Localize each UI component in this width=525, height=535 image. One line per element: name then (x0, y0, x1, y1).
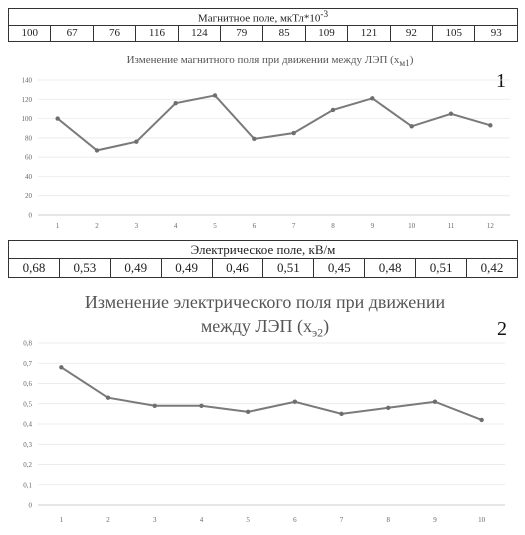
magnetic-data-point (488, 123, 493, 128)
electric-data-point (59, 365, 64, 370)
electric-data-point (245, 409, 251, 415)
electric-chart-title-line1: Изменение электрического поля при движен… (84, 292, 446, 312)
electric-x-tick-label: 1 (60, 516, 64, 524)
electric-chart-title-line2-text: между ЛЭП (x (200, 316, 312, 336)
electric-data-point (152, 403, 157, 408)
magnetic-chart-title: Изменение магнитного поля при движении м… (60, 54, 480, 68)
magnetic-table-cell: 121 (347, 24, 391, 42)
electric-x-tick-label: 2 (106, 516, 110, 524)
electric-table-cell: 0,46 (211, 258, 264, 278)
magnetic-table-cell: 109 (304, 24, 349, 42)
electric-data-point (105, 395, 111, 400)
magnetic-y-tick-label: 120 (22, 96, 33, 104)
magnetic-y-tick-label: 100 (22, 115, 33, 123)
magnetic-y-tick-label: 80 (25, 134, 33, 142)
magnetic-table-cell: 116 (135, 24, 179, 42)
electric-x-tick-label: 8 (387, 516, 391, 524)
magnetic-y-tick-label: 0 (29, 212, 33, 220)
electric-y-tick-label: 0,2 (23, 461, 32, 469)
electric-y-tick-label: 0 (29, 502, 33, 510)
magnetic-x-tick-label: 4 (174, 222, 178, 230)
magnetic-table-cell: 105 (432, 24, 476, 42)
magnetic-table-cell: 124 (177, 24, 222, 42)
electric-data-point (432, 399, 438, 404)
electric-x-tick-label: 10 (478, 516, 486, 524)
magnetic-series-line (57, 94, 491, 152)
magnetic-data-point (291, 130, 296, 136)
magnetic-x-tick-label: 10 (408, 222, 416, 230)
magnetic-data-point (173, 100, 178, 106)
panel-number-2: 2 (497, 318, 507, 340)
panel-number-1: 1 (496, 70, 506, 92)
magnetic-x-tick-label: 1 (56, 222, 60, 230)
magnetic-x-tick-label: 11 (448, 222, 455, 230)
magnetic-data-point (55, 116, 60, 121)
electric-chart-title-sub: э2 (311, 325, 324, 340)
electric-table-values-row: 0,68 0,53 0,49 0,49 0,46 0,51 0,45 0,48 0,51 0,42 (8, 258, 518, 278)
magnetic-chart-title-text: Изменение магнитного поля при движении м… (126, 54, 400, 66)
electric-y-tick-label: 0,7 (23, 360, 32, 368)
electric-data-point (339, 411, 344, 417)
magnetic-data-point (330, 107, 336, 113)
electric-x-tick-label: 3 (153, 516, 157, 524)
magnetic-x-tick-label: 9 (371, 222, 375, 230)
electric-x-tick-label: 4 (200, 516, 204, 524)
magnetic-data-point (94, 148, 100, 153)
magnetic-table-header-sup: -3 (320, 9, 329, 19)
magnetic-data-point (370, 96, 375, 101)
magnetic-data-point (448, 111, 454, 116)
magnetic-chart-title-sub: м1 (399, 58, 410, 69)
magnetic-chart-title-end: ) (409, 54, 414, 66)
magnetic-x-tick-label: 2 (95, 222, 99, 230)
electric-x-tick-label: 5 (246, 516, 250, 524)
electric-data-point (199, 403, 204, 408)
electric-x-tick-label: 9 (433, 516, 437, 524)
magnetic-field-table: Магнитное поле, мкТл*10-3 100 67 76 116 124 7… (7, 8, 518, 42)
magnetic-table-header-text: Магнитное поле, мкТл*10 (197, 12, 321, 25)
electric-x-tick-label: 6 (293, 516, 297, 524)
magnetic-x-tick-label: 6 (253, 222, 257, 230)
electric-table-cell: 0,42 (466, 258, 518, 278)
electric-x-tick-label: 7 (340, 516, 344, 524)
electric-table-cell: 0,45 (313, 258, 366, 278)
electric-table-cell: 0,51 (262, 258, 315, 278)
electric-chart-title-end: ) (323, 316, 330, 336)
magnetic-data-point (409, 124, 414, 129)
electric-field-table: Электрическое поле, кВ/м 0,68 0,53 0,49 0,4… (8, 240, 518, 278)
electric-y-tick-label: 0,3 (23, 441, 32, 449)
magnetic-table-cell: 93 (474, 24, 518, 42)
magnetic-data-point (212, 93, 218, 98)
electric-data-point (479, 417, 484, 423)
magnetic-x-tick-label: 3 (135, 222, 139, 230)
electric-chart-title: Изменение электрического поля при движен… (55, 290, 475, 345)
magnetic-y-tick-label: 60 (25, 154, 33, 162)
electric-y-tick-label: 0,6 (23, 380, 32, 388)
magnetic-data-point (134, 139, 139, 144)
magnetic-y-tick-label: 140 (22, 77, 33, 85)
electric-table-cell: 0,53 (58, 258, 111, 278)
electric-chart-title-line2: между ЛЭП (xэ2) (55, 314, 475, 345)
electric-y-tick-label: 0,1 (23, 481, 32, 489)
magnetic-y-tick-label: 40 (25, 173, 33, 181)
electric-y-tick-label: 0,5 (23, 400, 32, 408)
magnetic-x-tick-label: 5 (213, 222, 217, 230)
electric-series-line (60, 366, 483, 421)
magnetic-x-tick-label: 12 (487, 222, 495, 230)
magnetic-x-tick-label: 7 (292, 222, 296, 230)
electric-table-cell: 0,49 (160, 258, 213, 278)
magnetic-y-tick-label: 20 (25, 192, 33, 200)
magnetic-table-values-row: 100 67 76 116 124 79 85 109 121 92 105 93 (7, 24, 518, 42)
magnetic-x-tick-label: 8 (331, 222, 335, 230)
electric-y-tick-label: 0,4 (23, 421, 32, 429)
electric-table-cell: 0,68 (8, 258, 60, 278)
electric-data-point (386, 405, 391, 410)
electric-table-cell: 0,49 (109, 258, 162, 278)
magnetic-data-point (252, 136, 257, 142)
electric-data-point (292, 399, 298, 404)
electric-y-tick-label: 0,8 (23, 340, 32, 348)
